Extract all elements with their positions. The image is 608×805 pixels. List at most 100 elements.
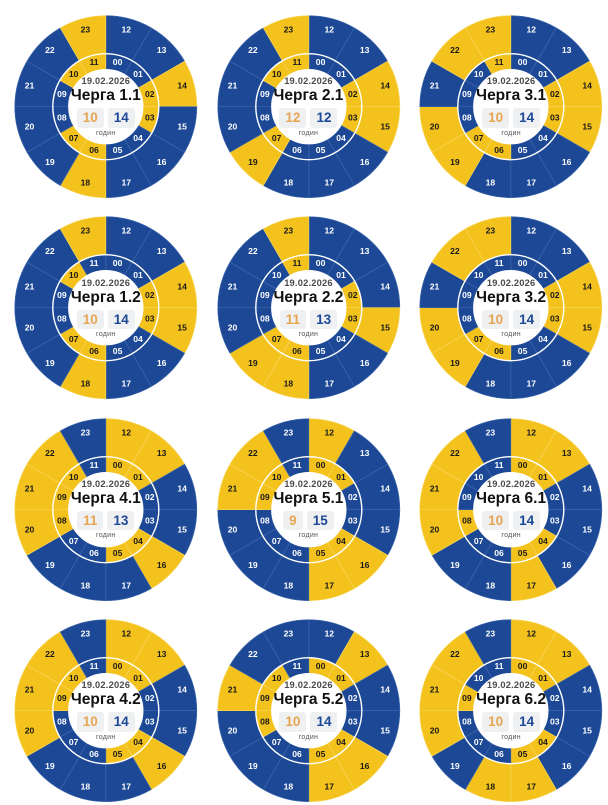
- svg-text:09: 09: [260, 693, 270, 703]
- svg-text:18: 18: [283, 781, 293, 791]
- svg-text:21: 21: [25, 282, 35, 292]
- svg-text:02: 02: [348, 492, 358, 502]
- svg-text:22: 22: [450, 448, 460, 458]
- svg-text:17: 17: [527, 379, 537, 389]
- svg-text:03: 03: [145, 314, 155, 324]
- svg-text:19: 19: [45, 358, 55, 368]
- svg-text:21: 21: [430, 684, 440, 694]
- svg-text:21: 21: [227, 483, 237, 493]
- svg-text:18: 18: [486, 580, 496, 590]
- svg-text:09: 09: [57, 693, 67, 703]
- svg-text:02: 02: [550, 290, 560, 300]
- svg-text:02: 02: [348, 290, 358, 300]
- svg-text:13: 13: [360, 448, 370, 458]
- svg-text:15: 15: [177, 121, 187, 131]
- svg-text:03: 03: [145, 113, 155, 123]
- svg-text:06: 06: [292, 749, 302, 759]
- svg-text:14: 14: [583, 81, 593, 91]
- svg-text:16: 16: [360, 157, 370, 167]
- svg-text:08: 08: [57, 314, 67, 324]
- svg-text:03: 03: [348, 113, 358, 123]
- svg-text:21: 21: [430, 282, 440, 292]
- svg-text:05: 05: [113, 749, 123, 759]
- svg-text:16: 16: [562, 559, 572, 569]
- svg-text:23: 23: [283, 25, 293, 35]
- svg-text:12: 12: [121, 25, 131, 35]
- svg-text:22: 22: [248, 649, 258, 659]
- svg-text:16: 16: [360, 559, 370, 569]
- svg-text:13: 13: [360, 246, 370, 256]
- svg-text:02: 02: [145, 693, 155, 703]
- svg-text:00: 00: [315, 460, 325, 470]
- svg-text:21: 21: [25, 684, 35, 694]
- svg-text:08: 08: [462, 113, 472, 123]
- svg-text:19: 19: [248, 358, 258, 368]
- svg-text:02: 02: [550, 89, 560, 99]
- svg-text:09: 09: [462, 290, 472, 300]
- svg-text:00: 00: [113, 460, 123, 470]
- svg-text:11: 11: [495, 460, 504, 470]
- svg-text:03: 03: [348, 716, 358, 726]
- svg-text:02: 02: [145, 492, 155, 502]
- svg-text:06: 06: [292, 145, 302, 155]
- svg-text:13: 13: [360, 45, 370, 55]
- svg-text:05: 05: [315, 749, 325, 759]
- svg-text:17: 17: [324, 379, 334, 389]
- svg-text:19: 19: [450, 157, 460, 167]
- svg-text:12: 12: [324, 226, 334, 236]
- svg-text:09: 09: [260, 89, 270, 99]
- svg-text:22: 22: [45, 45, 55, 55]
- svg-text:15: 15: [177, 524, 187, 534]
- svg-text:22: 22: [248, 448, 258, 458]
- svg-text:15: 15: [583, 323, 593, 333]
- svg-text:08: 08: [57, 113, 67, 123]
- svg-text:12: 12: [527, 226, 537, 236]
- svg-text:17: 17: [324, 580, 334, 590]
- svg-text:19: 19: [450, 559, 460, 569]
- svg-text:21: 21: [430, 483, 440, 493]
- svg-text:08: 08: [260, 515, 270, 525]
- svg-text:16: 16: [562, 157, 572, 167]
- svg-text:13: 13: [157, 448, 167, 458]
- svg-text:13: 13: [562, 448, 572, 458]
- svg-text:19: 19: [248, 761, 258, 771]
- svg-text:06: 06: [292, 346, 302, 356]
- svg-text:22: 22: [450, 246, 460, 256]
- svg-text:11: 11: [89, 258, 98, 268]
- svg-text:03: 03: [550, 113, 560, 123]
- svg-text:17: 17: [527, 177, 537, 187]
- svg-text:14: 14: [380, 483, 390, 493]
- svg-text:18: 18: [81, 781, 91, 791]
- svg-text:22: 22: [450, 45, 460, 55]
- svg-text:12: 12: [121, 226, 131, 236]
- svg-text:18: 18: [283, 580, 293, 590]
- svg-text:05: 05: [518, 749, 528, 759]
- svg-text:02: 02: [145, 290, 155, 300]
- svg-text:14: 14: [380, 81, 390, 91]
- svg-text:00: 00: [518, 460, 528, 470]
- svg-text:21: 21: [227, 81, 237, 91]
- svg-text:09: 09: [462, 693, 472, 703]
- svg-text:13: 13: [562, 649, 572, 659]
- svg-text:17: 17: [121, 177, 131, 187]
- svg-text:11: 11: [495, 57, 504, 67]
- svg-text:17: 17: [527, 580, 537, 590]
- svg-text:05: 05: [518, 547, 528, 557]
- svg-text:05: 05: [518, 346, 528, 356]
- svg-text:03: 03: [550, 716, 560, 726]
- svg-text:11: 11: [292, 460, 301, 470]
- svg-text:19: 19: [248, 559, 258, 569]
- svg-text:05: 05: [315, 145, 325, 155]
- svg-text:03: 03: [348, 515, 358, 525]
- svg-text:09: 09: [462, 492, 472, 502]
- svg-text:20: 20: [430, 121, 440, 131]
- svg-text:03: 03: [145, 515, 155, 525]
- svg-text:15: 15: [583, 725, 593, 735]
- svg-text:06: 06: [89, 547, 99, 557]
- svg-text:18: 18: [283, 177, 293, 187]
- svg-text:00: 00: [113, 258, 123, 268]
- svg-text:00: 00: [113, 57, 123, 67]
- svg-text:17: 17: [527, 781, 537, 791]
- svg-text:06: 06: [89, 346, 99, 356]
- svg-text:00: 00: [518, 258, 528, 268]
